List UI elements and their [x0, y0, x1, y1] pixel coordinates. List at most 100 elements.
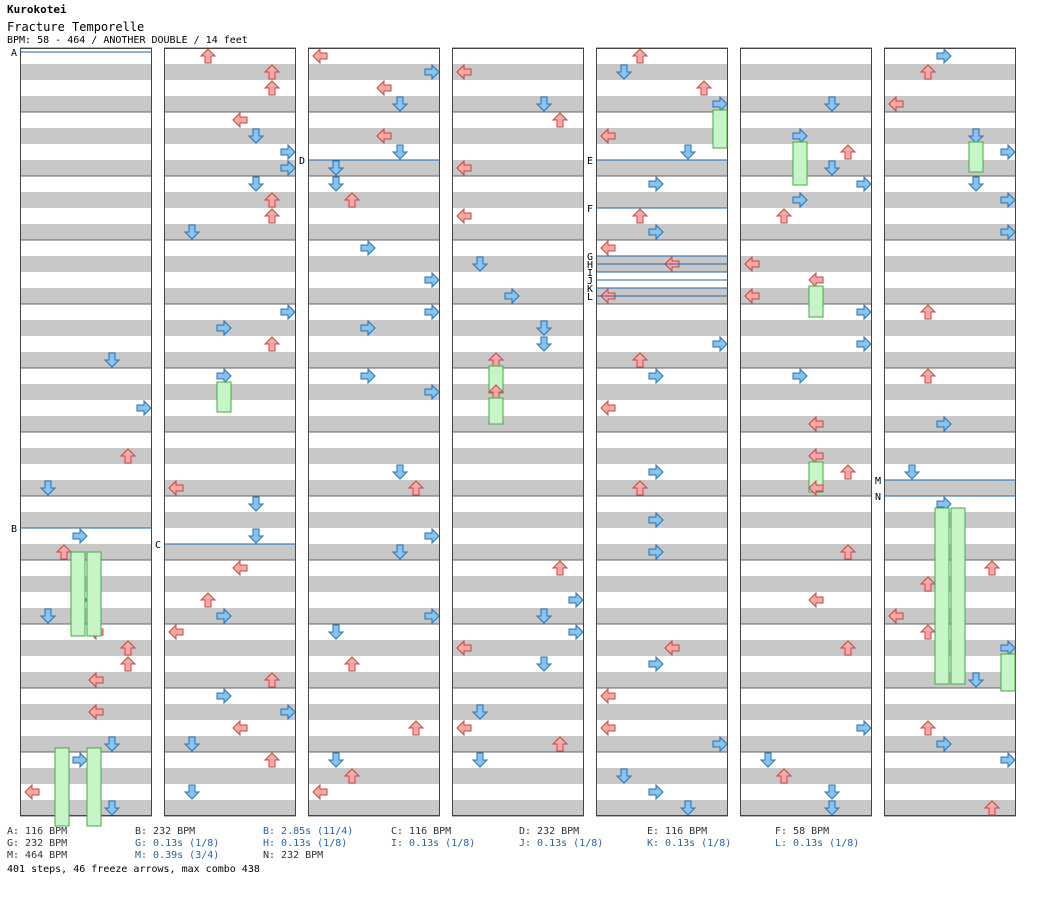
beat-row — [596, 608, 728, 624]
step-arrow — [471, 704, 489, 720]
beat-row — [452, 752, 584, 768]
beat-row — [740, 480, 872, 496]
beat-row — [884, 512, 1016, 528]
step-arrow — [744, 255, 760, 273]
step-arrow — [456, 159, 472, 177]
beat-row — [740, 768, 872, 784]
beat-row — [452, 416, 584, 432]
beat-row — [884, 112, 1016, 128]
step-arrow — [216, 687, 232, 705]
beat-row — [596, 96, 728, 112]
beat-row — [452, 592, 584, 608]
beat-row — [596, 672, 728, 688]
step-arrow — [792, 191, 808, 209]
step-arrow — [600, 687, 616, 705]
step-arrow — [88, 671, 104, 689]
beat-row — [20, 736, 152, 752]
beat-row — [20, 672, 152, 688]
beat-row — [452, 784, 584, 800]
step-arrow — [327, 624, 345, 640]
beat-row — [308, 208, 440, 224]
step-arrow — [72, 527, 88, 545]
beat-row — [596, 736, 728, 752]
beat-row — [740, 48, 872, 64]
beat-row — [452, 560, 584, 576]
freeze-arrow — [808, 285, 824, 318]
beat-row — [20, 656, 152, 672]
step-arrow — [600, 719, 616, 737]
beat-row — [308, 576, 440, 592]
beat-row — [20, 640, 152, 656]
step-arrow — [631, 352, 649, 368]
beat-row — [740, 272, 872, 288]
beat-row — [164, 576, 296, 592]
beat-row — [164, 560, 296, 576]
beat-row — [20, 288, 152, 304]
beat-row — [452, 736, 584, 752]
beat-row — [164, 240, 296, 256]
beat-row — [452, 512, 584, 528]
legend-g-bpm: G: 232 BPM — [7, 838, 68, 849]
beat-row — [164, 512, 296, 528]
beat-row — [308, 528, 440, 544]
chart-column — [884, 48, 1016, 816]
beat-row — [884, 208, 1016, 224]
beat-row — [452, 80, 584, 96]
step-arrow — [967, 128, 985, 144]
beat-row — [308, 352, 440, 368]
beat-row — [740, 800, 872, 816]
beat-row — [20, 96, 152, 112]
beat-row — [740, 352, 872, 368]
beat-row — [740, 592, 872, 608]
beat-row — [20, 48, 152, 64]
step-arrow — [648, 367, 664, 385]
beat-row — [596, 752, 728, 768]
step-arrow — [856, 303, 872, 321]
step-arrow — [919, 64, 937, 80]
step-arrow — [263, 80, 281, 96]
legend-b-bpm: B: 232 BPM — [135, 826, 196, 837]
chart-stats: 401 steps, 46 freeze arrows, max combo 4… — [7, 864, 260, 875]
step-arrow — [232, 719, 248, 737]
beat-row — [164, 480, 296, 496]
beat-row — [596, 448, 728, 464]
step-arrow — [280, 703, 296, 721]
beat-row — [452, 352, 584, 368]
marker-label: I — [587, 268, 593, 279]
beat-row — [164, 256, 296, 272]
marker-label: F — [587, 204, 593, 215]
step-arrow — [471, 256, 489, 272]
step-arrow — [119, 448, 137, 464]
beat-row — [884, 560, 1016, 576]
beat-row — [596, 112, 728, 128]
beat-row — [884, 704, 1016, 720]
marker-label: D — [299, 156, 305, 167]
song-artist: Kurokotei — [7, 3, 67, 16]
beat-row — [20, 480, 152, 496]
beat-row — [164, 784, 296, 800]
step-arrow — [424, 527, 440, 545]
step-arrow — [983, 560, 1001, 576]
step-arrow — [456, 63, 472, 81]
beat-row — [20, 368, 152, 384]
beat-row — [164, 592, 296, 608]
chart-column — [308, 48, 440, 816]
beat-row — [740, 432, 872, 448]
legend-i: I: 0.13s (1/8) — [391, 838, 476, 849]
beat-row — [308, 592, 440, 608]
step-arrow — [856, 335, 872, 353]
beat-row — [596, 624, 728, 640]
beat-row — [452, 160, 584, 176]
beat-row — [596, 592, 728, 608]
beat-row — [452, 464, 584, 480]
step-arrow — [391, 464, 409, 480]
step-arrow — [407, 720, 425, 736]
step-arrow — [216, 319, 232, 337]
beat-row — [740, 384, 872, 400]
beat-row — [596, 336, 728, 352]
step-arrow — [103, 800, 121, 816]
beat-row — [20, 80, 152, 96]
beat-row — [596, 208, 728, 224]
beat-row — [740, 400, 872, 416]
beat-row — [596, 496, 728, 512]
